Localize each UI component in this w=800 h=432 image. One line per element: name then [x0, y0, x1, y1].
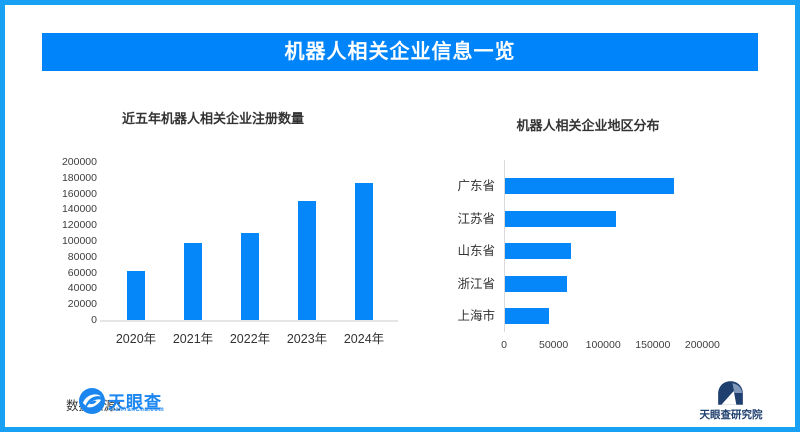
x-axis-line: [100, 320, 398, 322]
tianyancha-logo-text: 天眼查: [108, 393, 162, 412]
y-axis-tick: 120000: [61, 219, 97, 232]
tianyancha-institute-logo-icon: [718, 381, 743, 405]
page-title: 机器人相关企业信息一览: [42, 33, 758, 71]
registration-count-chart: 近五年机器人相关企业注册数量 0 20000 40000 60000 80000 1000…: [60, 100, 420, 360]
y-axis-label: 山东省: [457, 244, 495, 258]
y-axis-label: 浙江省: [457, 277, 495, 291]
x-axis-label: 2024年: [343, 332, 385, 346]
x-axis-tick: 100000: [585, 339, 621, 351]
y-axis-tick: 180000: [61, 171, 97, 184]
x-axis-tick: 0: [501, 339, 507, 351]
bar: [127, 271, 145, 320]
y-axis-tick: 100000: [61, 235, 97, 247]
y-axis-label: 江苏省: [457, 212, 495, 226]
x-axis-label: 2023年: [286, 332, 328, 346]
y-axis-tick: 40000: [67, 282, 97, 295]
tianyancha-logo-url-text: TianYanCha.com: [109, 407, 165, 413]
x-axis-tick: 200000: [684, 339, 720, 351]
y-axis-tick: 80000: [67, 250, 97, 263]
y-axis-tick: 60000: [67, 266, 97, 279]
bar: [184, 243, 202, 320]
bar: [505, 178, 674, 194]
x-axis-tick: 150000: [635, 339, 671, 351]
bar: [505, 211, 617, 227]
y-axis-tick: 200000: [61, 156, 97, 168]
tianyancha-institute-text: 天眼查研究院: [699, 409, 763, 421]
x-axis-label: 2021年: [172, 332, 214, 346]
tianyancha-logo-icon: [79, 388, 105, 414]
y-axis-tick: 20000: [67, 298, 97, 311]
y-axis-label: 上海市: [457, 309, 495, 323]
bar: [505, 276, 567, 292]
y-axis-label: 广东省: [457, 179, 495, 193]
y-axis-tick: 140000: [61, 203, 97, 216]
y-axis-line: [504, 160, 505, 332]
region-chart-title: 机器人相关企业地区分布: [516, 118, 660, 133]
registration-chart-title: 近五年机器人相关企业注册数量: [121, 111, 304, 126]
bar: [505, 308, 549, 324]
bar: [355, 182, 373, 320]
bar: [298, 200, 316, 320]
x-axis-label: 2022年: [229, 332, 271, 346]
x-axis-label: 2020年: [115, 332, 157, 346]
bar: [505, 243, 572, 259]
y-axis-tick: 160000: [61, 187, 97, 200]
x-axis-tick: 50000: [538, 339, 569, 351]
region-distribution-chart: 机器人相关企业地区分布 广东省江苏省山东省浙江省上海市 0 50000 100000 1…: [420, 100, 760, 360]
y-axis-tick: 0: [91, 314, 97, 326]
bar: [241, 233, 259, 320]
